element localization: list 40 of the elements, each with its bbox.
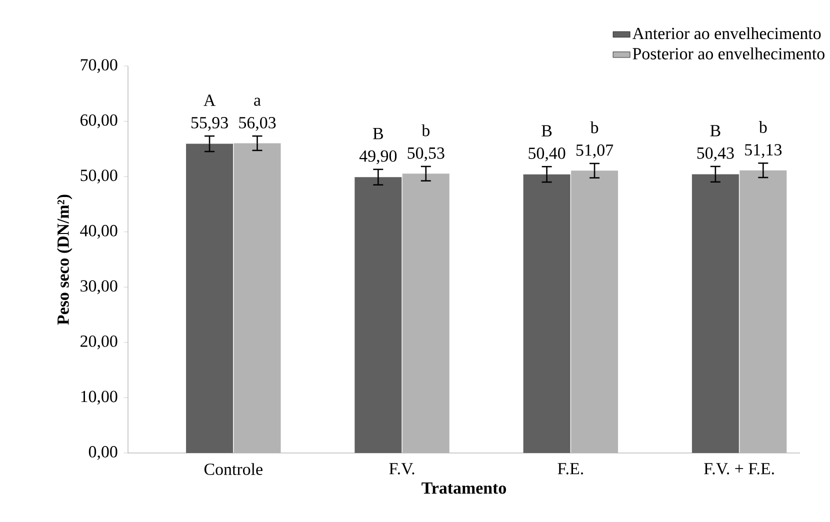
- bar: [571, 170, 618, 453]
- bar: [186, 144, 234, 453]
- y-tick-label: 40,00: [80, 224, 118, 239]
- y-tick-label: 30,00: [80, 280, 118, 294]
- y-axis-title: Peso seco (DN/m²): [56, 194, 72, 325]
- data-label: 55,93: [191, 117, 228, 131]
- data-label: 51,13: [745, 144, 782, 158]
- data-label: 50,43: [697, 147, 734, 162]
- legend-label: Posterior ao envelhecimento: [632, 48, 824, 60]
- bar: [740, 170, 787, 453]
- y-tick-label: 0,00: [88, 446, 118, 460]
- y-tick-label: 50,00: [80, 170, 118, 184]
- x-tick-label: F.V.: [389, 463, 414, 474]
- annotation: a: [254, 98, 261, 106]
- y-tick-label: 60,00: [80, 114, 118, 128]
- data-label: 56,03: [239, 116, 276, 131]
- x-tick-label: F.V. + F.E.: [704, 463, 774, 474]
- bar: [402, 174, 450, 453]
- y-tick-label: 20,00: [80, 335, 118, 350]
- x-tick-label: F.E.: [558, 463, 583, 474]
- bar: [234, 143, 281, 453]
- bar: [692, 174, 739, 453]
- data-label: 50,53: [408, 147, 444, 162]
- annotation: B: [373, 128, 383, 140]
- y-tick-label: 70,00: [80, 59, 118, 73]
- annotation: A: [204, 94, 216, 106]
- x-tick-label: Controle: [204, 463, 262, 476]
- annotation: b: [590, 121, 598, 134]
- x-axis-title: Tratamento: [422, 482, 506, 494]
- annotation: B: [542, 125, 552, 136]
- bar: [523, 174, 570, 453]
- data-label: 51,07: [576, 144, 614, 158]
- y-tick-label: 10,00: [81, 390, 118, 405]
- annotation: B: [710, 125, 720, 136]
- data-label: 49,90: [359, 150, 397, 164]
- data-label: 50,40: [528, 148, 566, 162]
- annotation: b: [758, 121, 767, 133]
- bar: [354, 177, 402, 453]
- legend-label: Anterior ao envelhecimento: [632, 27, 821, 40]
- annotation: b: [422, 124, 430, 136]
